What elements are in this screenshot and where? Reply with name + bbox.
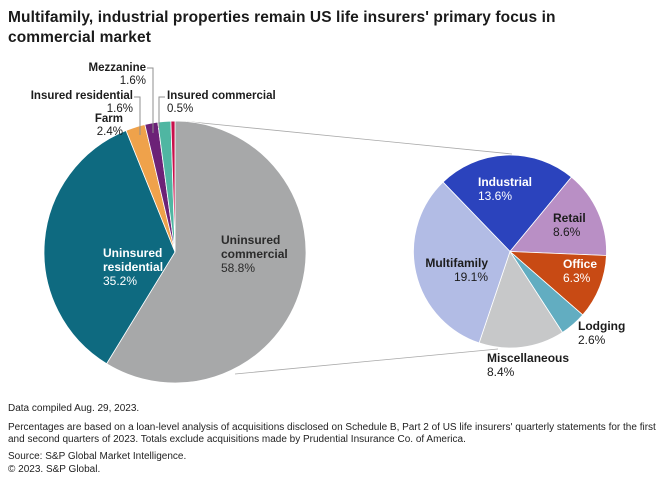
label-industrial: Industrial 13.6%: [478, 175, 548, 203]
slice-name: Mezzanine: [88, 62, 146, 74]
pie-slice-uninsured-commercial: [106, 120, 307, 384]
pie-slice-miscellaneous: [478, 250, 564, 349]
slice-name: Miscellaneous: [487, 351, 570, 365]
label-miscellaneous: Miscellaneous 8.4%: [487, 351, 582, 379]
zoom-connector-line-bottom: [234, 348, 499, 375]
label-multifamily: Multifamily 19.1%: [398, 256, 488, 284]
pie-slice-insured-commercial: [170, 120, 176, 253]
label-retail: Retail 8.6%: [553, 211, 613, 239]
leader-line-insured-commercial: [158, 96, 165, 128]
slice-pct: 2.6%: [578, 333, 606, 347]
slice-name: Insured commercial: [167, 90, 276, 102]
right-pie: [413, 154, 607, 349]
slice-pct: 8.4%: [487, 365, 515, 379]
label-lodging: Lodging 2.6%: [578, 319, 648, 347]
slice-pct: 1.6%: [106, 103, 133, 115]
slice-pct: 0.5%: [167, 103, 194, 115]
footnote-data-compiled: Data compiled Aug. 29, 2023.: [8, 403, 140, 414]
label-insured-residential: Insured residential 1.6%: [3, 90, 133, 116]
label-mezzanine: Mezzanine 1.6%: [46, 62, 146, 88]
pie-slice-industrial: [442, 154, 573, 253]
chart-title: Multifamily, industrial properties remai…: [8, 9, 556, 47]
pie-slice-uninsured-residential: [43, 129, 176, 365]
slice-pct: 6.3%: [563, 271, 591, 285]
slice-name: Office: [563, 257, 598, 271]
slice-name: Lodging: [578, 319, 626, 333]
label-insured-commercial: Insured commercial 0.5%: [167, 90, 297, 116]
slice-name: Retail: [553, 211, 586, 225]
footnote-copyright: © 2023. S&P Global.: [8, 464, 101, 475]
label-uninsured-commercial: Uninsured commercial 58.8%: [221, 233, 303, 275]
slice-name: Industrial: [478, 175, 533, 189]
zoom-connector-line-top: [186, 121, 513, 155]
slice-pct: 2.4%: [96, 126, 123, 138]
pie-slice-retail: [509, 176, 607, 256]
slice-name: Uninsured commercial: [221, 233, 288, 261]
label-office: Office 6.3%: [563, 257, 623, 285]
slice-pct: 58.8%: [221, 261, 256, 275]
footnote-methodology: Percentages are based on a loan-level an…: [8, 421, 656, 446]
slice-name: Farm: [94, 113, 123, 125]
slice-name: Uninsured residential: [103, 246, 164, 274]
slice-pct: 13.6%: [478, 189, 513, 203]
label-uninsured-residential: Uninsured residential 35.2%: [103, 246, 183, 288]
slice-name: Insured residential: [30, 90, 133, 102]
leader-line-mezzanine: [147, 67, 154, 133]
slice-pct: 19.1%: [453, 270, 488, 284]
pie-slice-multifamily: [413, 181, 511, 344]
footnote-source: Source: S&P Global Market Intelligence.: [8, 450, 187, 462]
slice-pct: 1.6%: [119, 75, 146, 87]
left-pie: [43, 120, 307, 384]
slice-pct: 35.2%: [103, 274, 138, 288]
leader-line-insured-residential: [134, 96, 141, 135]
label-farm: Farm 2.4%: [53, 113, 123, 139]
footnotes: Data compiled Aug. 29, 2023. Percentages…: [8, 403, 658, 477]
slice-pct: 8.6%: [553, 225, 581, 239]
slice-name: Multifamily: [425, 256, 488, 270]
